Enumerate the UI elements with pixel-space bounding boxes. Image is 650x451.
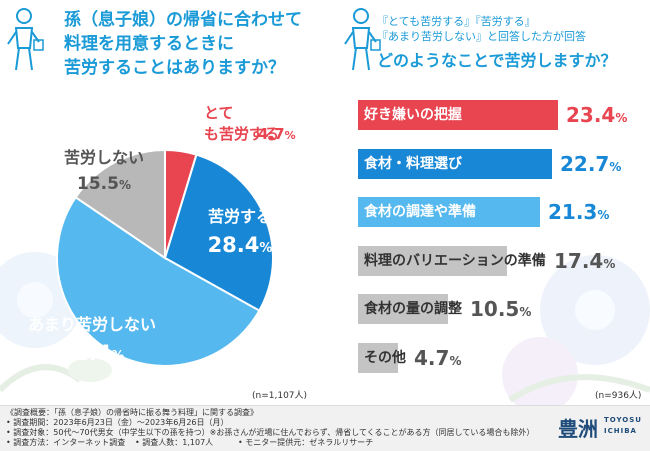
bar-label: 食材・料理選び — [364, 155, 462, 172]
pie-value-0: 4.7% — [258, 125, 296, 143]
right-sample-size: (n=936人) — [595, 391, 642, 401]
survey-count-note: • 調査人数：1,107人 — [135, 438, 214, 447]
pie-value-2: 51.4% — [60, 341, 125, 365]
right-title-line: どのようなことで苦労しますか？ — [377, 51, 617, 70]
logo-latin-bottom: ICHIBA — [604, 427, 637, 435]
pie-slice-2 — [56, 195, 261, 367]
left-title-line: 孫（息子娘）の帰省に合わせて — [64, 10, 302, 30]
bar-label: 食材の量の調整 — [364, 301, 462, 317]
bar-4 — [358, 294, 448, 324]
pie-slice-3 — [74, 148, 166, 260]
left-question-title: 孫（息子娘）の帰省に合わせて 料理を用意するときに 苦労することはありますか？ — [64, 8, 302, 80]
pie-label-3: 苦労しない — [64, 148, 144, 167]
toyosu-ichiba-logo: 豊洲 TOYOSU ICHIBA — [558, 411, 641, 441]
pie-slice-1 — [163, 153, 274, 312]
pie-value-1: 28.4% — [208, 233, 273, 257]
pie-value-3: 15.5% — [77, 174, 131, 194]
right-question-subtitle: 『とても苦労する』『苦労する』 『あまり苦労しない』と回答した方が回答 — [377, 14, 586, 44]
left-title-line: 苦労することはありますか？ — [64, 58, 285, 78]
survey-note: 《調査概要：「孫（息子娘）の帰省時に振る舞う料理」に関する調査》 — [6, 408, 258, 417]
bar-5 — [358, 342, 398, 373]
bar-3 — [358, 245, 507, 276]
bar-label: 食材の調達や準備 — [364, 204, 476, 220]
bar-value-label: 4.7% — [414, 345, 462, 370]
pie-label-1: 苦労する — [208, 207, 272, 226]
logo-latin-top: TOYOSU — [604, 416, 642, 424]
pie-label-0: も苦労する — [204, 125, 279, 143]
bar-2 — [358, 197, 540, 227]
pie-label-0: とて — [204, 104, 234, 122]
survey-provider-note: • モニター提供元：ゼネラルリサーチ — [238, 438, 374, 447]
right-question-title: どのようなことで苦労しますか？ — [377, 50, 617, 72]
survey-footer — [0, 405, 650, 451]
bar-value-label: 22.7% — [560, 151, 622, 176]
bar-value-label: 10.5% — [470, 297, 532, 321]
bar-value-label: 21.3% — [548, 200, 610, 224]
bar-label: 好き嫌いの把握 — [364, 107, 462, 123]
right-subtitle-line: 『あまり苦労しない』と回答した方が回答 — [377, 30, 586, 43]
left-sample-size: (n=1,107人) — [252, 391, 308, 401]
shopper-illustration-icon — [7, 8, 44, 71]
bar-value-label: 23.4% — [566, 103, 628, 127]
bar-0 — [358, 100, 558, 130]
bar-value-label: 17.4% — [554, 248, 616, 273]
survey-note: • 調査期間：2023年6月23日（金）～2023年6月26日（月） — [6, 418, 229, 427]
right-subtitle-line: 『とても苦労する』『苦労する』 — [377, 15, 536, 28]
left-panel: 孫（息子娘）の帰省に合わせて 料理を用意するときに 苦労することはありますか？ … — [0, 0, 325, 405]
shopper-illustration-icon — [344, 8, 381, 71]
survey-note: • 調査方法：インターネット調査 — [6, 438, 126, 447]
bar-label: 料理のバリエーションの準備 — [364, 252, 546, 269]
left-title-line: 料理を用意するときに — [64, 34, 234, 54]
survey-note: • 調査対象：50代～70代男女（中学生以下の孫を持つ）※お孫さんが近場に住んで… — [6, 428, 535, 437]
bar-label: その他 — [364, 349, 406, 366]
bar-1 — [358, 148, 552, 179]
logo-kanji: 豊洲 — [558, 417, 598, 441]
pie-label-2: あまり苦労しない — [28, 315, 156, 334]
